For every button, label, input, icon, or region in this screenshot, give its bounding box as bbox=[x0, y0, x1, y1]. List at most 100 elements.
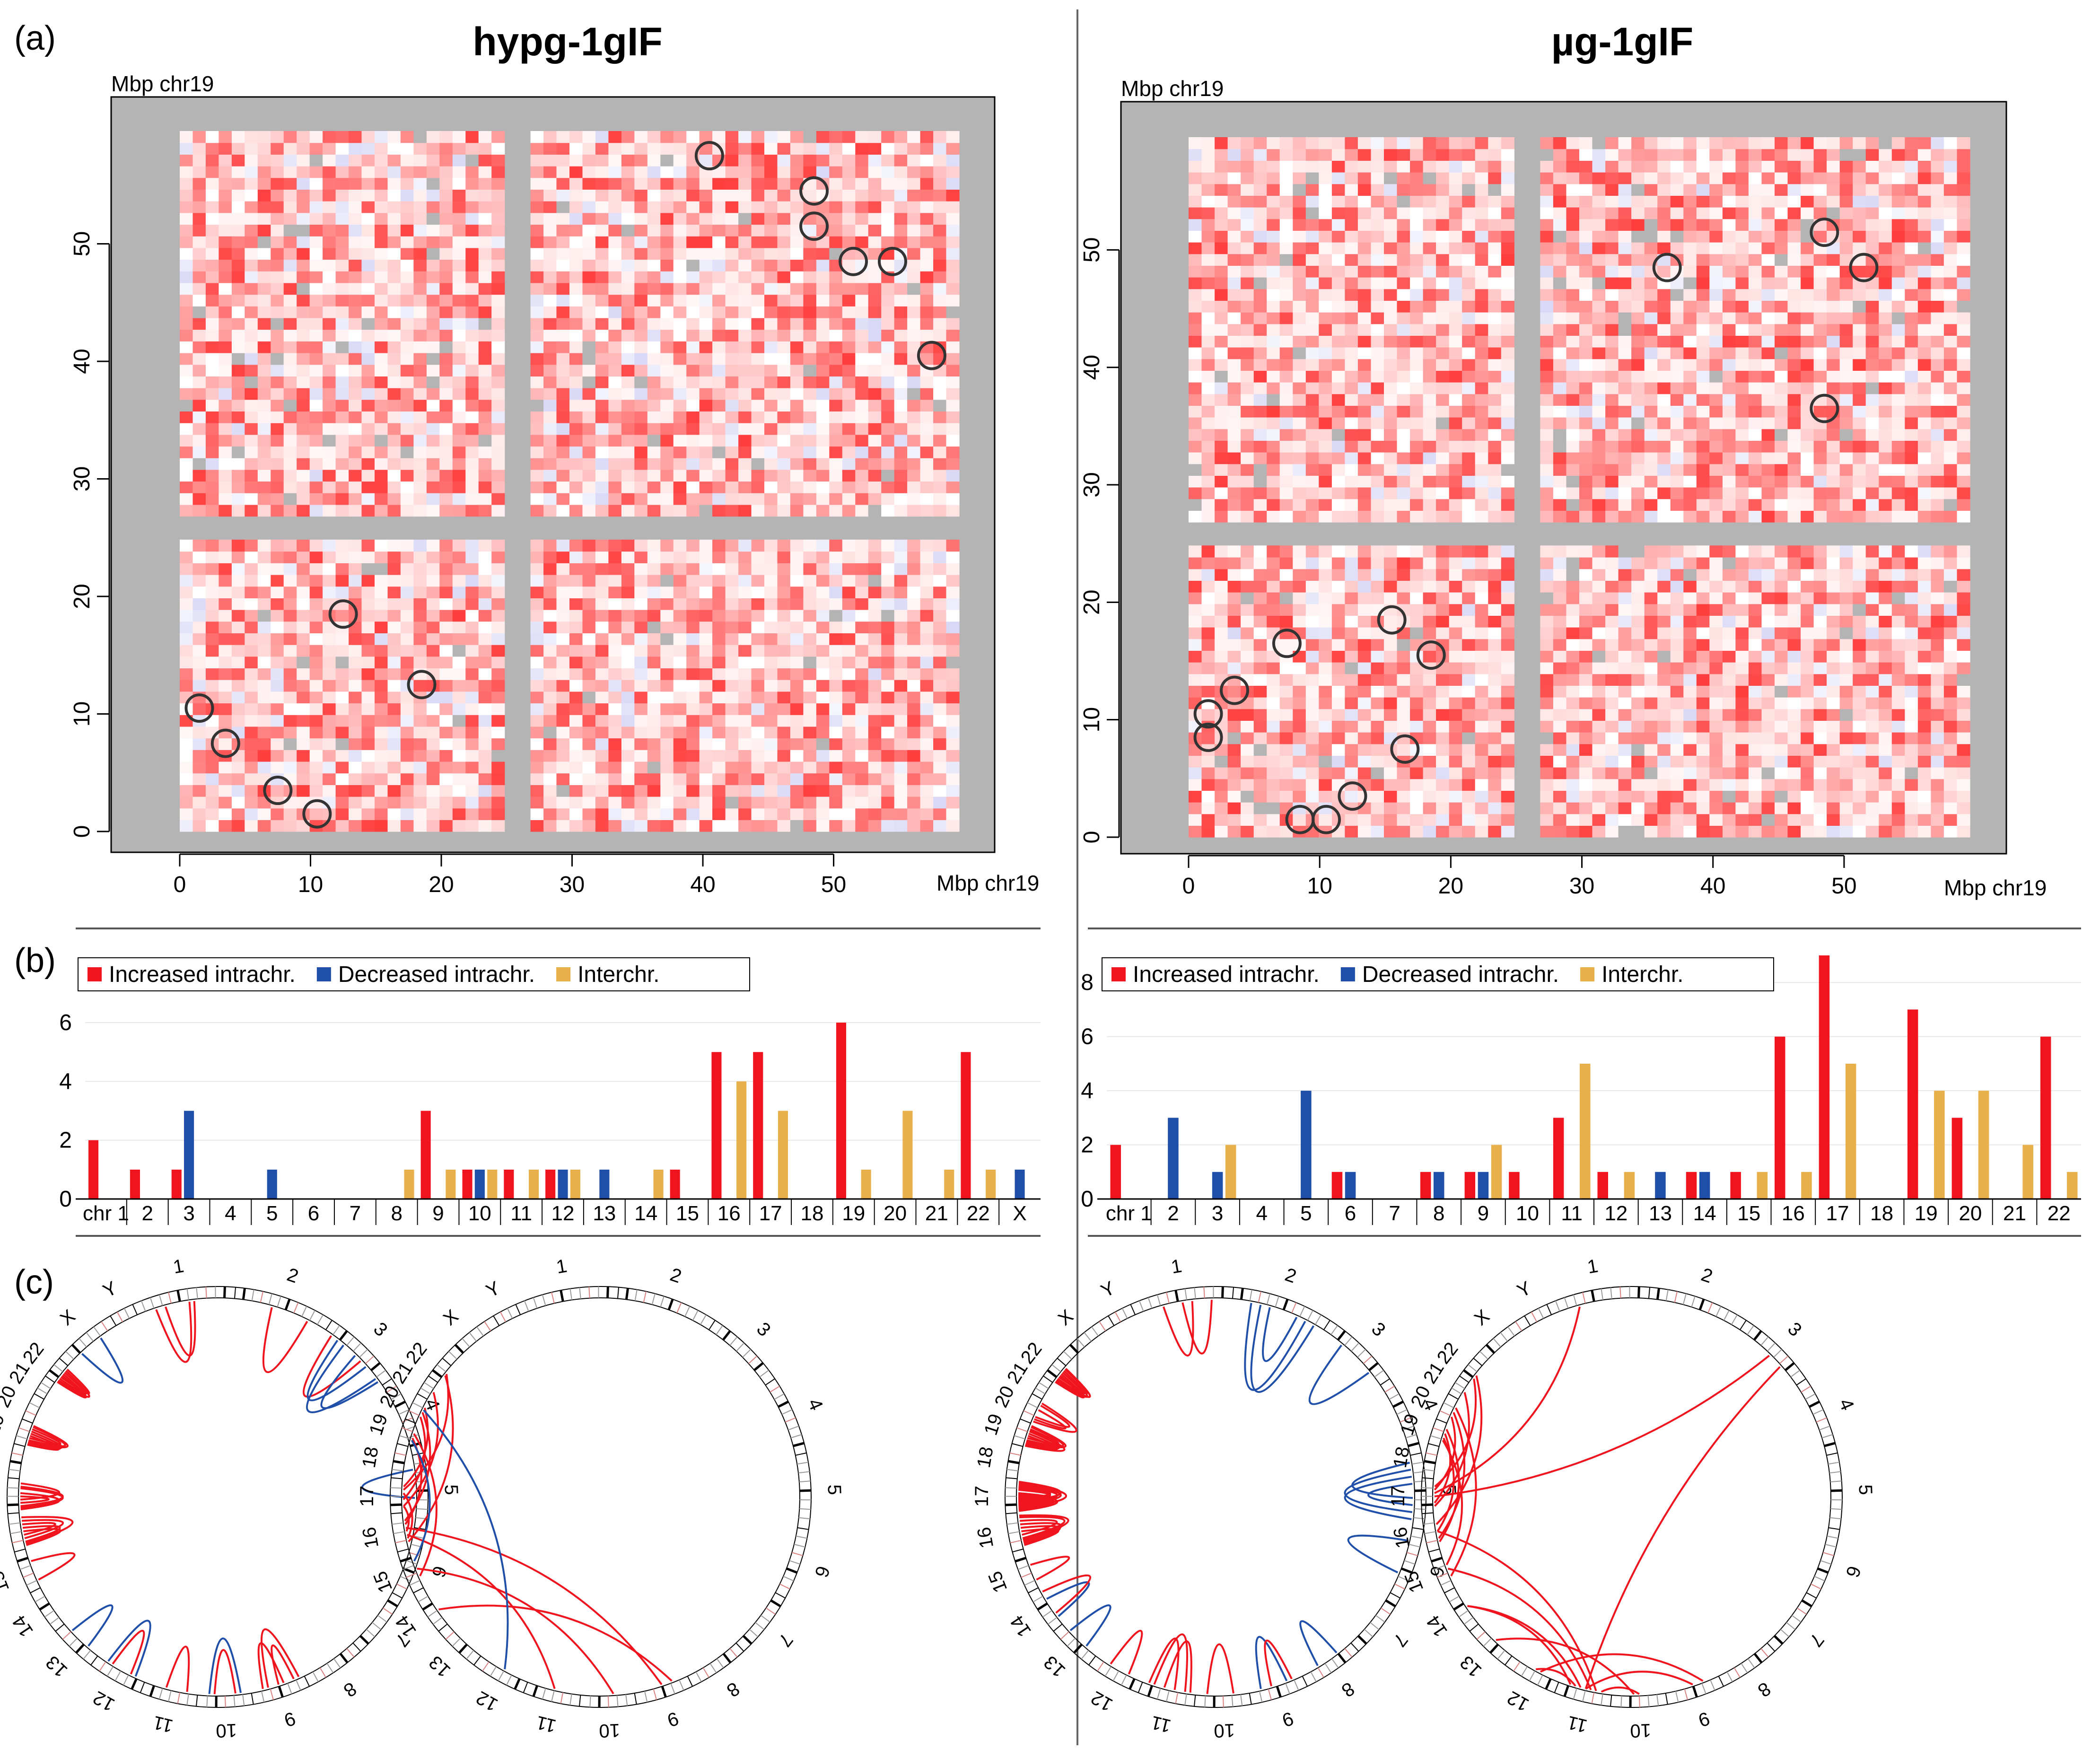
heatmap-cell bbox=[569, 189, 583, 201]
heatmap-cell bbox=[413, 236, 427, 248]
heatmap-cell bbox=[1331, 172, 1345, 184]
heatmap-circled-cell bbox=[302, 799, 332, 829]
heatmap-cell bbox=[699, 715, 713, 727]
heatmap-cell bbox=[1357, 312, 1371, 324]
heatmap-cell bbox=[686, 201, 700, 213]
heatmap-cell bbox=[1423, 312, 1436, 324]
heatmap-cell bbox=[1462, 370, 1476, 383]
heatmap-cell bbox=[608, 364, 622, 376]
heatmap-cell bbox=[1331, 510, 1345, 523]
heatmap-cell bbox=[375, 224, 388, 236]
heatmap-cell bbox=[1553, 592, 1566, 604]
heatmap-cell bbox=[777, 586, 791, 598]
heatmap-cell bbox=[219, 469, 232, 482]
heatmap-cell bbox=[881, 668, 895, 680]
heatmap-cell bbox=[309, 633, 323, 645]
heatmap-cell bbox=[1553, 335, 1566, 348]
heatmap-cell bbox=[595, 539, 609, 552]
heatmap-cell bbox=[400, 586, 414, 598]
heatmap-cell bbox=[1462, 137, 1476, 149]
heatmap-cell bbox=[673, 738, 687, 750]
heatmap-cell bbox=[1331, 755, 1345, 768]
heatmap-cell bbox=[803, 364, 817, 376]
heatmap-cell bbox=[1201, 160, 1215, 173]
heatmap-cell bbox=[1397, 429, 1410, 441]
heatmap-cell bbox=[271, 201, 284, 213]
heatmap-cell bbox=[894, 341, 908, 353]
heatmap-cell bbox=[231, 142, 245, 155]
heatmap-cell bbox=[413, 458, 427, 470]
heatmap-cell bbox=[1201, 335, 1215, 348]
heatmap-cell bbox=[1371, 825, 1384, 838]
heatmap-cell bbox=[530, 610, 544, 622]
heatmap-cell bbox=[1449, 592, 1462, 604]
heatmap-cell bbox=[439, 142, 453, 155]
heatmap-cell bbox=[881, 458, 895, 470]
heatmap-cell bbox=[634, 738, 648, 750]
heatmap-cell bbox=[400, 306, 414, 318]
heatmap-cell bbox=[1319, 744, 1332, 756]
heatmap-cell bbox=[1241, 499, 1254, 511]
heatmap-cell bbox=[1293, 300, 1306, 313]
heatmap-cell bbox=[192, 563, 206, 575]
heatmap-cell bbox=[1227, 219, 1241, 231]
heatmap-cell bbox=[231, 598, 245, 610]
heatmap-cell bbox=[1357, 149, 1371, 161]
heatmap-cell bbox=[634, 493, 648, 505]
heatmap-cell bbox=[361, 166, 375, 178]
heatmap-cell bbox=[1397, 814, 1410, 826]
heatmap-cell bbox=[1357, 172, 1371, 184]
heatmap-cell bbox=[751, 224, 765, 236]
heatmap-cell bbox=[309, 236, 323, 248]
heatmap-cell bbox=[829, 201, 843, 213]
heatmap-cell bbox=[1201, 779, 1215, 791]
heatmap-cell bbox=[439, 691, 453, 704]
heatmap-cell bbox=[1293, 440, 1306, 453]
heatmap-cell bbox=[375, 785, 388, 797]
heatmap-cell bbox=[621, 645, 635, 657]
heatmap-cell bbox=[1540, 184, 1554, 196]
heatmap-cell bbox=[686, 376, 700, 388]
heatmap-cell bbox=[361, 423, 375, 435]
heatmap-cell bbox=[491, 388, 505, 400]
heatmap-cell bbox=[881, 598, 895, 610]
heatmap-cell bbox=[426, 388, 440, 400]
heatmap-cell bbox=[777, 668, 791, 680]
heatmap-cell bbox=[933, 820, 947, 832]
heatmap-cell bbox=[1501, 697, 1514, 709]
heatmap-cell bbox=[1475, 487, 1488, 499]
heatmap-cell bbox=[855, 177, 869, 190]
heatmap-cell bbox=[1488, 417, 1502, 429]
heatmap-cell bbox=[400, 785, 414, 797]
heatmap-cell bbox=[426, 282, 440, 295]
heatmap-cell bbox=[543, 364, 557, 376]
heatmap-cell bbox=[1215, 230, 1228, 243]
heatmap-cell bbox=[413, 131, 427, 143]
heatmap-cell bbox=[335, 563, 349, 575]
heatmap-cell bbox=[660, 201, 674, 213]
heatmap-cell bbox=[855, 142, 869, 155]
heatmap-cell bbox=[491, 154, 505, 166]
heatmap-cell bbox=[335, 376, 349, 388]
heatmap-cell bbox=[400, 645, 414, 657]
heatmap-cell bbox=[803, 796, 817, 809]
heatmap-cell bbox=[699, 761, 713, 774]
heatmap-cell bbox=[1371, 569, 1384, 581]
heatmap-cell bbox=[219, 282, 232, 295]
heatmap-cell bbox=[1201, 814, 1215, 826]
heatmap-cell bbox=[1215, 335, 1228, 348]
heatmap-cell bbox=[790, 586, 804, 598]
heatmap-cell bbox=[1227, 604, 1241, 616]
heatmap-cell bbox=[375, 446, 388, 458]
heatmap-cell bbox=[205, 785, 219, 797]
heatmap-cell bbox=[933, 761, 947, 774]
heatmap-cell bbox=[569, 376, 583, 388]
heatmap-cell bbox=[556, 539, 570, 552]
heatmap-cell bbox=[907, 388, 921, 400]
heatmap-cell bbox=[855, 738, 869, 750]
heatmap-cell bbox=[920, 656, 934, 669]
heatmap-cell bbox=[725, 563, 739, 575]
heatmap-cell bbox=[933, 423, 947, 435]
heatmap-cell bbox=[1475, 802, 1488, 814]
heatmap-cell bbox=[245, 680, 258, 692]
